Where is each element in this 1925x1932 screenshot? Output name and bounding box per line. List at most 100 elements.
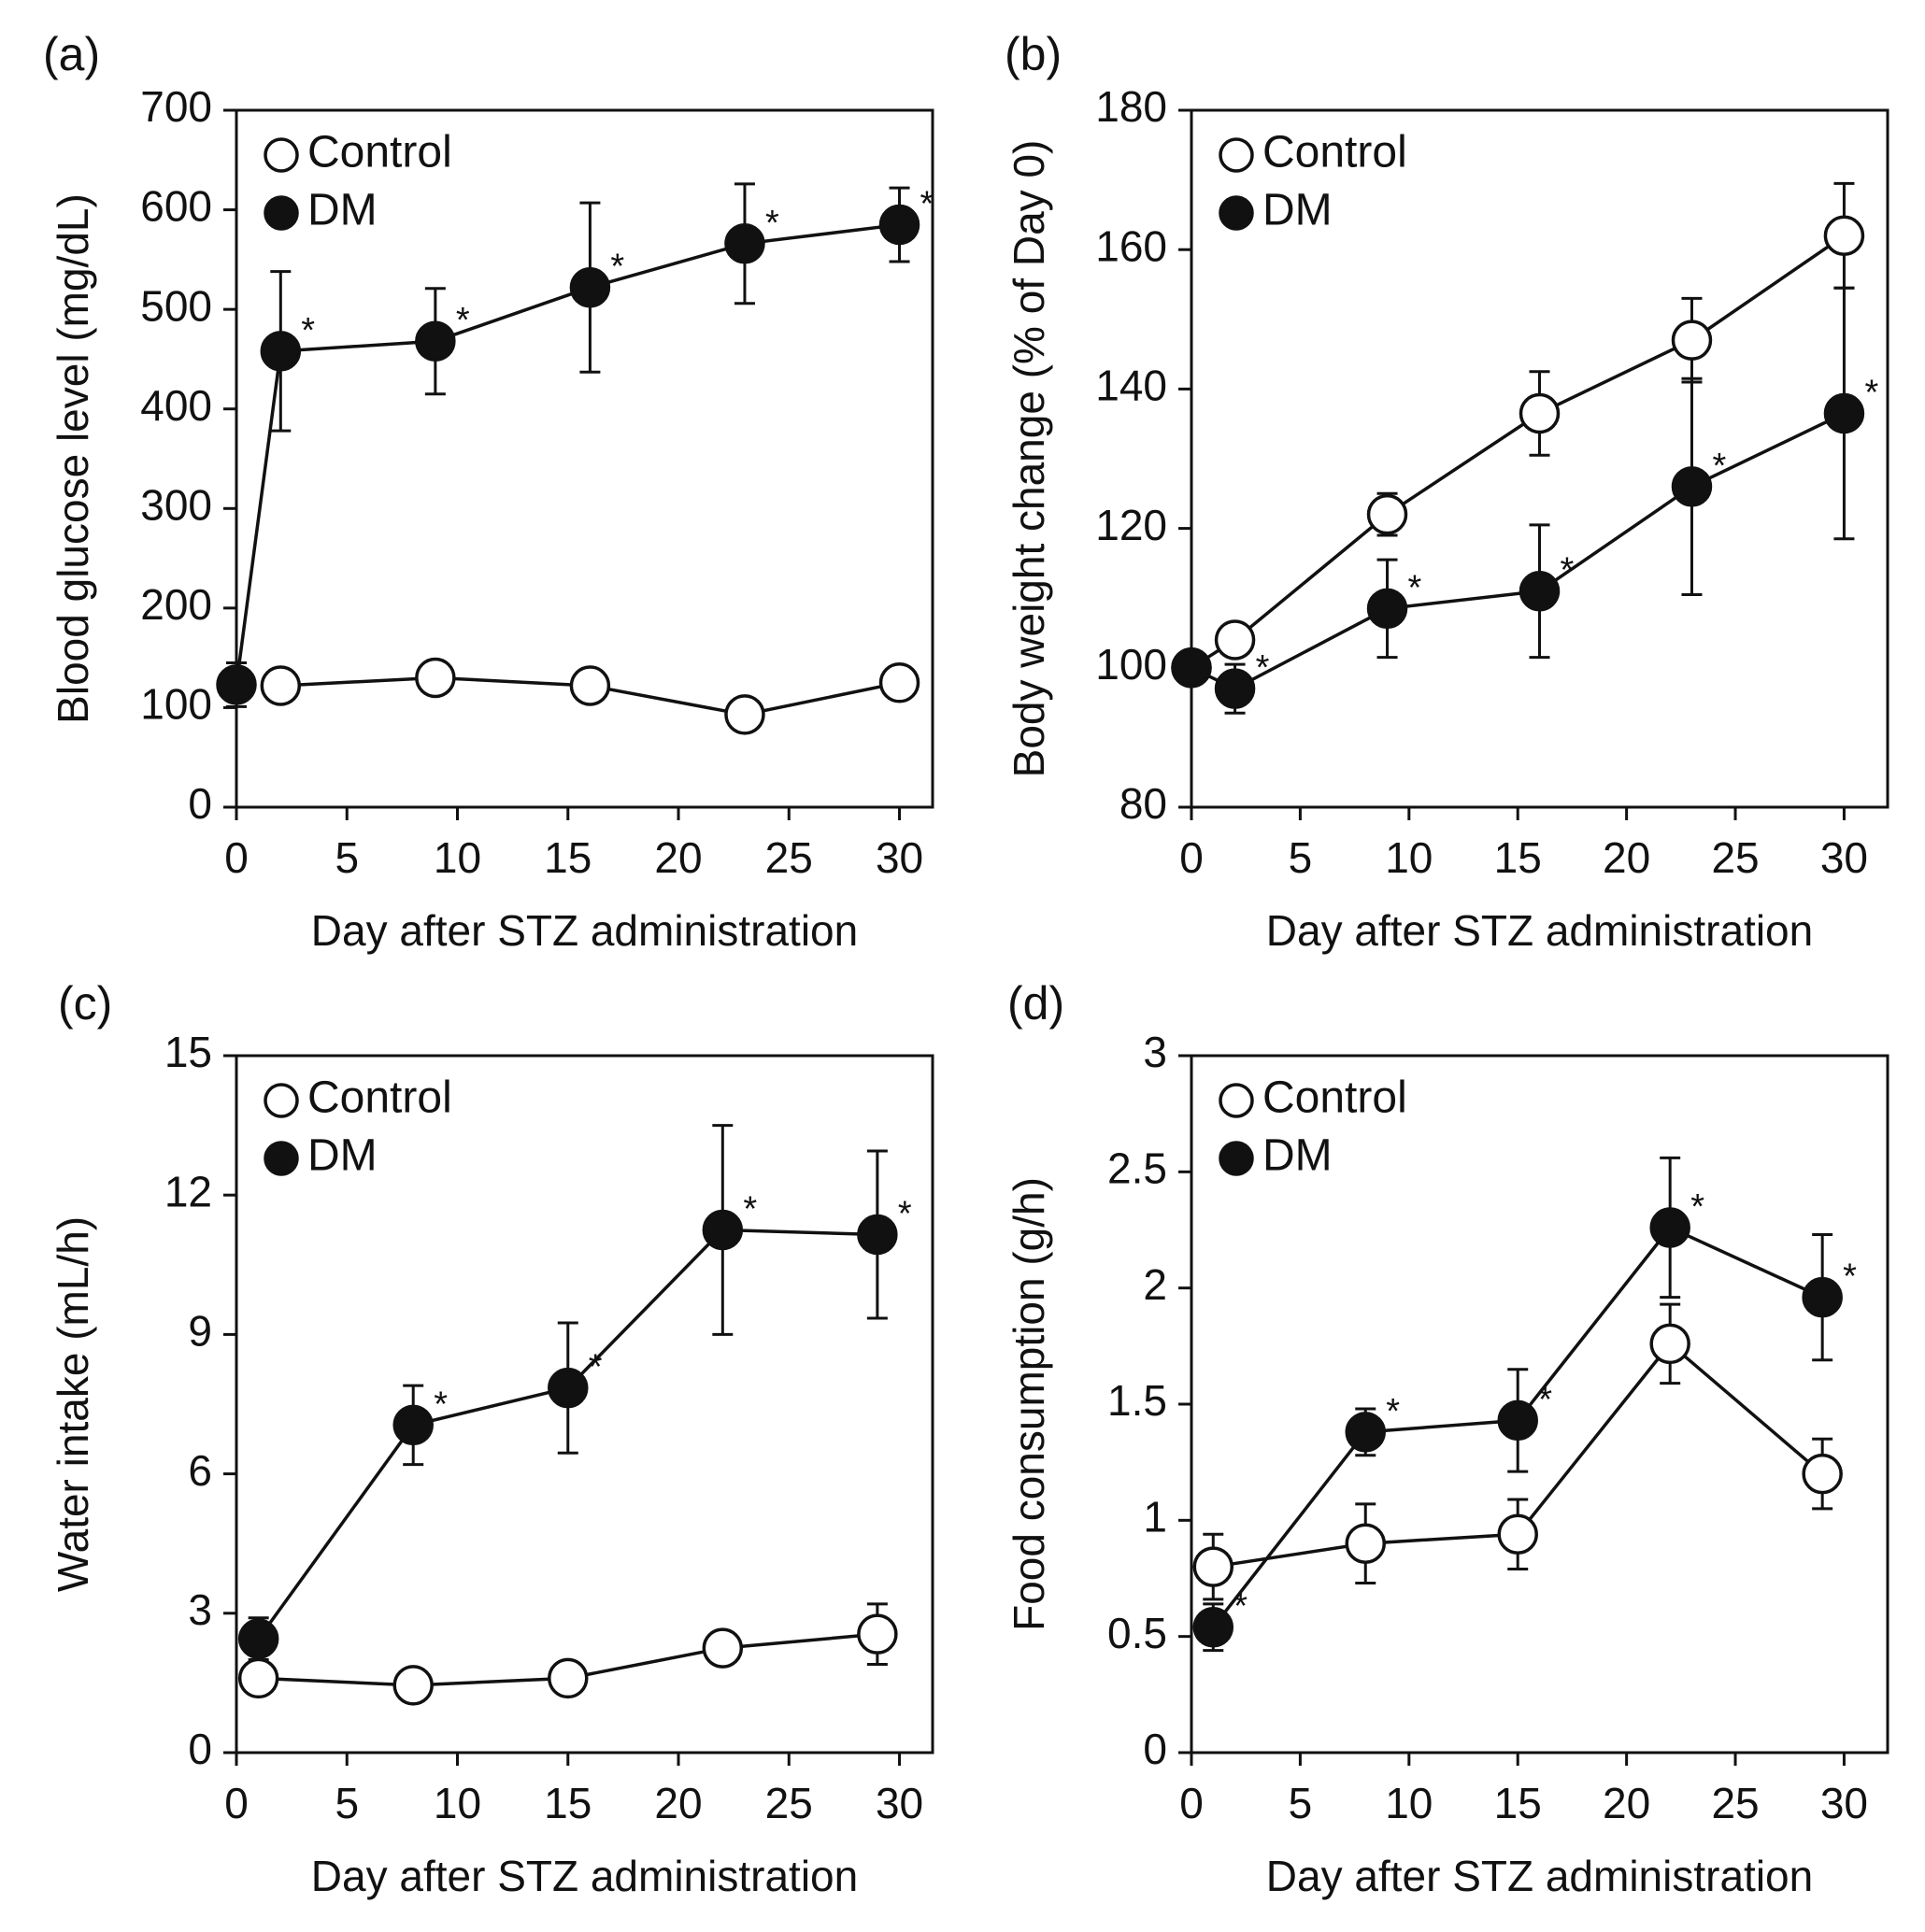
x-tick-label: 10 <box>434 833 481 882</box>
x-tick-label: 10 <box>1385 1779 1433 1827</box>
x-tick-label: 5 <box>1289 833 1313 882</box>
x-tick-label: 15 <box>544 833 592 882</box>
y-tick-label: 0 <box>188 1725 212 1773</box>
plot-frame <box>235 1054 934 1754</box>
x-tick-label: 20 <box>1603 1779 1650 1827</box>
y-tick-label: 600 <box>140 182 212 231</box>
y-tick-label: 120 <box>1095 501 1167 549</box>
significance-asterisk: * <box>1386 1392 1400 1431</box>
y-tick-label: 100 <box>1095 640 1167 689</box>
data-point-control <box>857 1613 898 1655</box>
x-tick-label: 20 <box>654 833 702 882</box>
significance-asterisk: * <box>1561 551 1575 590</box>
x-tick-label: 30 <box>1820 1779 1868 1827</box>
series-dm <box>226 182 910 708</box>
series-line-dm <box>235 222 900 686</box>
data-point-control <box>1497 1513 1538 1556</box>
data-point-dm <box>1192 1606 1234 1648</box>
x-tick-label: 20 <box>1603 833 1650 882</box>
y-tick-label: 3 <box>188 1585 212 1634</box>
panel-label: (b) <box>1005 28 1062 80</box>
y-tick-label: 6 <box>188 1446 212 1495</box>
significance-asterisk: * <box>434 1385 448 1424</box>
data-point-dm <box>1823 392 1865 434</box>
x-axis-title: Day after STZ administration <box>1266 1852 1813 1900</box>
data-point-dm <box>702 1209 744 1251</box>
data-point-dm <box>1171 647 1212 689</box>
significance-asterisk: * <box>301 311 315 350</box>
panel-label: (d) <box>1007 977 1064 1030</box>
significance-asterisk: * <box>1233 1587 1248 1627</box>
y-tick-label: 1 <box>1143 1492 1167 1541</box>
y-tick-label: 9 <box>188 1307 212 1356</box>
y-tick-label: 100 <box>140 680 212 729</box>
x-tick-label: 30 <box>876 1779 923 1827</box>
significance-asterisk: * <box>920 185 934 224</box>
y-axis-title: Body weight change (% of Day 0) <box>1005 140 1053 778</box>
plot-frame <box>1190 108 1889 809</box>
legend-marker-dm <box>1219 195 1254 231</box>
x-tick-label: 10 <box>1385 833 1433 882</box>
y-axis-title: Water intake (mL/h) <box>49 1216 97 1592</box>
y-tick-label: 300 <box>140 480 212 529</box>
significance-asterisk: * <box>589 1348 603 1387</box>
data-point-control <box>548 1657 589 1699</box>
y-axis-title: Blood glucose level (mg/dL) <box>49 193 97 724</box>
data-point-dm <box>1671 466 1713 507</box>
series-control <box>1181 181 1855 676</box>
data-point-control <box>1802 1453 1843 1495</box>
x-tick-label: 5 <box>335 833 359 882</box>
legend-marker-control <box>1219 137 1254 173</box>
data-point-control <box>237 1657 279 1699</box>
legend-label-control: Control <box>307 1073 452 1123</box>
series-dm <box>1181 286 1855 715</box>
y-tick-label: 180 <box>1095 82 1167 131</box>
y-tick-label: 2 <box>1143 1260 1167 1309</box>
series-line-control <box>1191 234 1846 670</box>
legend-marker-control <box>264 137 299 173</box>
x-tick-label: 30 <box>876 833 923 882</box>
y-axis-title: Food consumption (g/h) <box>1005 1177 1053 1631</box>
data-point-dm <box>415 320 456 362</box>
data-point-control <box>1519 392 1561 434</box>
y-tick-label: 700 <box>140 82 212 131</box>
significance-asterisk: * <box>1843 1257 1857 1297</box>
legend-label-control: Control <box>1262 1073 1407 1123</box>
x-tick-label: 20 <box>654 1779 702 1827</box>
x-tick-label: 0 <box>224 1779 249 1827</box>
legend-marker-control <box>264 1083 299 1118</box>
y-tick-label: 0 <box>1143 1725 1167 1773</box>
data-point-control <box>1649 1323 1690 1365</box>
panel-c: (c) 0 5 10 15 20 25 30 0 3 6 9 12 15 Day after STZ adm… <box>49 977 934 1900</box>
legend-label-dm: DM <box>307 1131 378 1181</box>
legend-marker-dm <box>1219 1141 1254 1176</box>
legend-label-dm: DM <box>1262 1131 1333 1181</box>
data-point-control <box>1823 215 1865 257</box>
y-tick-label: 2.5 <box>1107 1144 1167 1192</box>
data-point-dm <box>260 331 302 372</box>
data-point-dm <box>857 1214 898 1256</box>
significance-asterisk: * <box>1864 374 1878 413</box>
legend-label-dm: DM <box>307 186 378 235</box>
data-point-dm <box>1214 668 1256 709</box>
significance-asterisk: * <box>743 1190 757 1229</box>
x-axis-title: Day after STZ administration <box>1266 906 1813 955</box>
legend-marker-dm <box>264 195 299 231</box>
x-tick-label: 5 <box>335 1779 359 1827</box>
data-point-control <box>1345 1523 1386 1564</box>
y-tick-label: 80 <box>1119 779 1167 828</box>
x-tick-label: 0 <box>1179 1779 1204 1827</box>
x-tick-label: 15 <box>1494 833 1542 882</box>
panel-label: (a) <box>43 28 100 80</box>
legend-marker-dm <box>264 1141 299 1176</box>
legend-label-control: Control <box>307 128 452 178</box>
significance-asterisk: * <box>1538 1380 1552 1419</box>
significance-asterisk: * <box>898 1194 912 1233</box>
data-point-control <box>1366 493 1408 535</box>
data-point-control <box>724 694 765 735</box>
data-point-dm <box>1345 1412 1386 1453</box>
panel-d: (d) 0 5 10 15 20 25 30 0 0.5 1 1.5 2 2.5 3 Day after ST… <box>1005 977 1889 1900</box>
data-point-dm <box>1802 1276 1843 1318</box>
significance-asterisk: * <box>1256 648 1270 688</box>
x-tick-label: 25 <box>1711 833 1759 882</box>
